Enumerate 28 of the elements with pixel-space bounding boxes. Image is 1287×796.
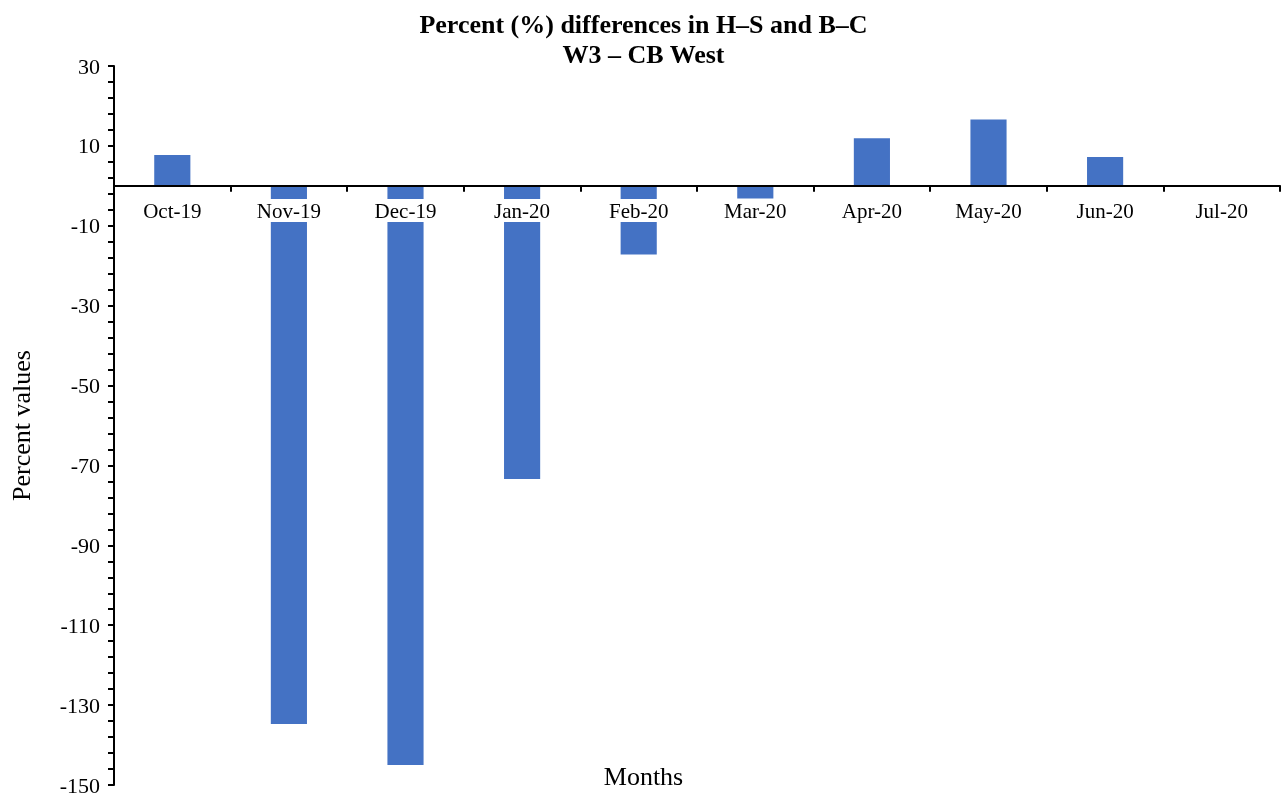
y-tick-label: -130 bbox=[59, 692, 100, 718]
y-tick-label: 10 bbox=[78, 133, 100, 159]
x-tick-label: May-20 bbox=[955, 198, 1022, 223]
y-axis-title: Percent values bbox=[6, 350, 36, 501]
x-tick-label: Jul-20 bbox=[1195, 198, 1248, 223]
x-tick-label: Feb-20 bbox=[608, 198, 669, 223]
y-tick-label: -110 bbox=[60, 612, 100, 638]
x-tick-label: Jan-20 bbox=[494, 198, 551, 223]
x-tick-label: Jun-20 bbox=[1076, 198, 1134, 223]
bar bbox=[154, 155, 191, 186]
y-tick-label: -90 bbox=[70, 532, 100, 558]
y-tick-label: -50 bbox=[70, 373, 100, 399]
bar bbox=[1087, 157, 1124, 186]
x-axis-title: Months bbox=[603, 761, 684, 791]
y-tick-label: -10 bbox=[70, 213, 100, 239]
x-tick-label: Nov-19 bbox=[256, 198, 321, 223]
x-tick-label: Dec-19 bbox=[374, 198, 437, 223]
y-tick-label: -150 bbox=[59, 772, 100, 796]
x-tick-label: Oct-19 bbox=[143, 198, 202, 223]
x-tick-label: Apr-20 bbox=[841, 198, 903, 223]
bar bbox=[853, 138, 890, 186]
bar bbox=[737, 185, 774, 199]
y-tick-label: 30 bbox=[78, 53, 100, 79]
chart-title: Percent (%) differences in H–S and B–C W3 – CB West bbox=[419, 9, 868, 69]
bar bbox=[970, 119, 1007, 186]
y-tick-label: -30 bbox=[70, 293, 100, 319]
y-tick-label: -70 bbox=[70, 452, 100, 478]
x-tick-label: Mar-20 bbox=[724, 198, 787, 223]
